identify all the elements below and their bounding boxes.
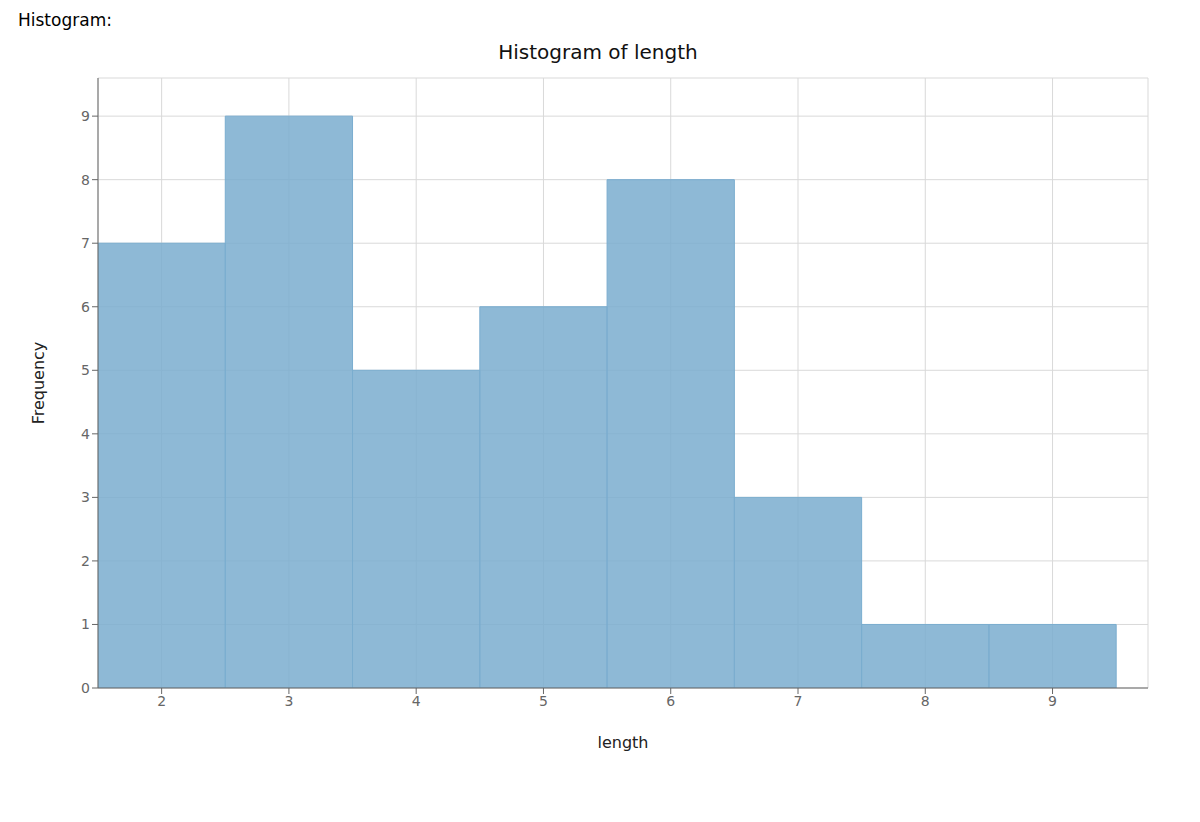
svg-text:5: 5 (539, 693, 548, 709)
svg-text:2: 2 (81, 553, 90, 569)
svg-text:8: 8 (921, 693, 930, 709)
svg-text:7: 7 (81, 235, 90, 251)
svg-text:1: 1 (81, 616, 90, 632)
svg-text:3: 3 (284, 693, 293, 709)
html-text:Histogram of length: Histogram of length (498, 40, 698, 64)
svg-text:9: 9 (1048, 693, 1057, 709)
svg-text:4: 4 (81, 426, 90, 442)
svg-text:9: 9 (81, 108, 90, 124)
svg-text:0: 0 (81, 680, 90, 696)
svg-text:length: length (598, 733, 649, 752)
svg-text:5: 5 (81, 362, 90, 378)
svg-text:6: 6 (666, 693, 675, 709)
svg-text:6: 6 (81, 299, 90, 315)
svg-text:3: 3 (81, 489, 90, 505)
html-text:Histogram:: Histogram: (18, 10, 112, 30)
svg-text:8: 8 (81, 172, 90, 188)
svg-text:7: 7 (794, 693, 803, 709)
svg-text:4: 4 (412, 693, 421, 709)
svg-text:Frequency: Frequency (29, 342, 48, 425)
svg-text:2: 2 (157, 693, 166, 709)
